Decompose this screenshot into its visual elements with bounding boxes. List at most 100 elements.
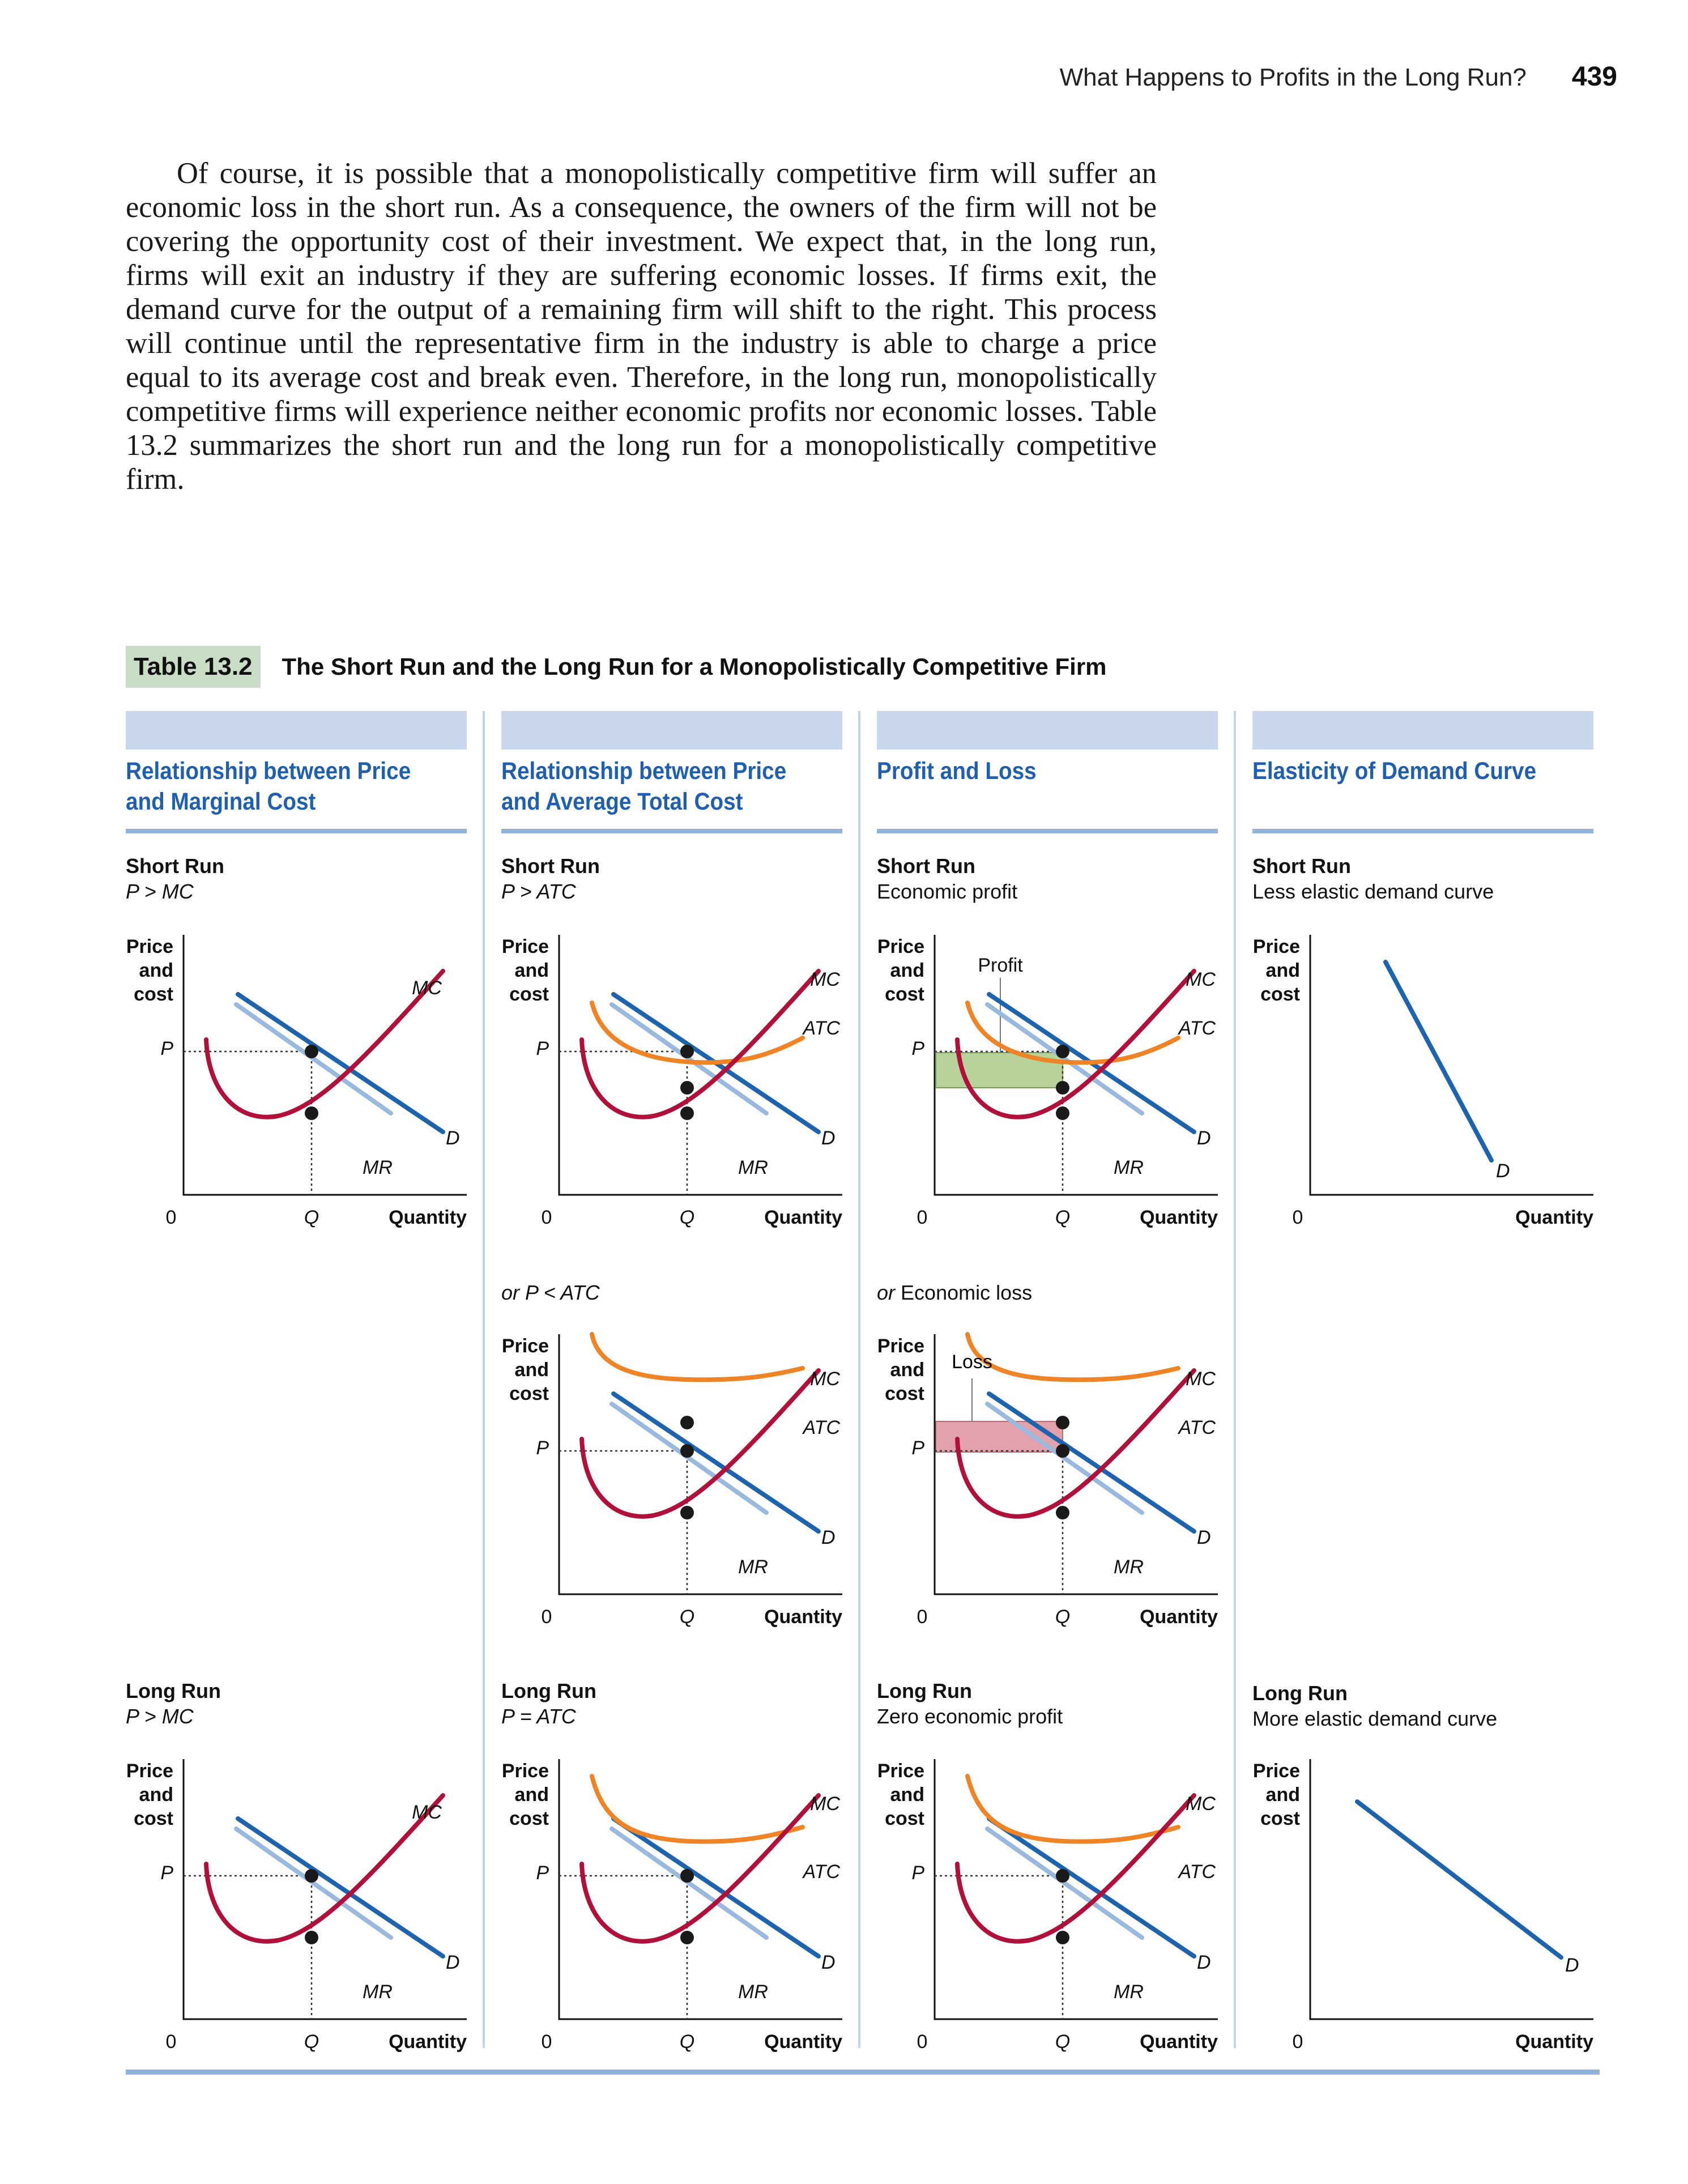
caption-subtitle: P > MC [126,880,194,903]
axes [1309,1759,1593,2020]
quantity-label: Q [1055,1606,1070,1628]
demand-curve [1355,1799,1563,1960]
y-axis-label: Price [1253,936,1300,957]
demand-curve [987,1816,1196,1959]
equilibrium-dot [305,1869,318,1883]
x-axis-label: Quantity [1515,2031,1593,2053]
price-label: P [536,1437,549,1459]
average-total-cost-curve [965,1332,1180,1382]
marginal-revenue-curve [609,1002,769,1116]
x-axis-label: Quantity [1140,2031,1218,2053]
column-rule [501,829,842,833]
equilibrium-dot [1056,1081,1069,1095]
origin-label: 0 [542,2031,552,2053]
equilibrium-dot [1056,1416,1069,1429]
marginal-cost-curve [579,1368,821,1519]
x-axis-label: Quantity [1515,1207,1593,1228]
demand-curve [987,1391,1196,1534]
caption-subtitle: Less elastic demand curve [1252,880,1494,903]
caption-subtitle: More elastic demand curve [1252,1707,1498,1730]
column-band [1252,711,1593,750]
atc-label: ATC [802,1861,841,1883]
quantity-label: Q [680,1207,694,1228]
marginal-cost-curve [204,1793,445,1944]
demand-label: D [821,1127,836,1149]
y-axis-label: cost [509,1383,549,1404]
origin-label: 0 [542,1207,552,1228]
price-label: P [911,1862,924,1884]
marginal-cost-curve [955,1368,1196,1519]
caption-alt: or Economic loss [877,1281,1032,1305]
guide-line [184,1050,313,1195]
demand-curve [236,1816,445,1959]
demand-label: D [446,1952,460,1973]
x-axis-label: Quantity [764,2031,842,2053]
marginal-cost-curve [579,1793,821,1944]
demand-curve [1383,960,1494,1163]
y-axis-label: cost [509,984,549,1005]
y-axis-label: and [890,1784,924,1806]
marginal-revenue-curve [609,1402,769,1515]
marginal-revenue-curve [985,1402,1144,1515]
mr-label: MR [738,1157,768,1178]
demand-label: D [446,1127,460,1149]
caption-subtitle: P = ATC [501,1705,576,1728]
origin-label: 0 [917,2031,928,2053]
y-axis-label: cost [885,1808,924,1829]
average-total-cost-curve [965,1001,1180,1065]
guide-line [184,1875,313,2019]
table-caption: Table 13.2 The Short Run and the Long Ru… [126,646,1107,688]
equilibrium-dot [680,1081,694,1095]
x-axis-label: Quantity [1140,1606,1218,1628]
average-total-cost-curve [590,1332,805,1382]
demand-curve [611,1816,821,1959]
price-label: P [536,1038,549,1059]
x-axis-label: Quantity [1140,1207,1218,1228]
equilibrium-dot [680,1106,694,1120]
mc-label: MC [1186,1368,1216,1390]
y-axis-label: cost [885,984,924,1005]
bottom-rule [126,2070,1600,2075]
caption-title: Short Run [126,854,224,878]
origin-label: 0 [917,1207,928,1228]
equilibrium-dot [680,1045,694,1058]
demand-label: D [821,1527,836,1548]
y-axis-label: Price [877,936,924,957]
equilibrium-dot [1056,1506,1069,1519]
mr-label: MR [1114,1981,1144,2003]
column-rule [126,829,467,833]
average-total-cost-curve [590,1774,805,1844]
price-label: P [911,1437,924,1459]
equilibrium-dot [1056,1444,1069,1458]
column-rule [1252,829,1593,833]
demand-label: D [1197,1952,1211,1973]
column-divider [1234,711,1236,2048]
equilibrium-dot [1056,1106,1069,1120]
origin-label: 0 [542,1606,552,1628]
origin-label: 0 [1293,2031,1303,2053]
running-head: What Happens to Profits in the Long Run?… [1060,61,1617,92]
column-heading-price-atc: Relationship between Price and Average To… [501,757,787,815]
quantity-label: Q [1055,2031,1070,2053]
quantity-label: Q [304,1207,319,1228]
y-axis-label: Price [877,1760,924,1782]
column-heading-profit-loss: Profit and Loss [877,757,1037,785]
equilibrium-dot [1056,1931,1069,1944]
origin-label: 0 [166,2031,177,2053]
atc-label: ATC [1178,1417,1216,1438]
mc-label: MC [1186,1793,1216,1815]
page-number: 439 [1571,62,1617,92]
caption-title: Long Run [126,1679,221,1702]
x-axis-label: Quantity [764,1606,842,1628]
origin-label: 0 [1293,1207,1303,1228]
guide-line [559,1450,688,1594]
column-band [501,711,842,750]
marginal-revenue-curve [234,1827,393,1940]
mr-label: MR [738,1981,768,2003]
marginal-revenue-curve [985,1002,1144,1116]
profit-annotation: Profit [978,955,1023,976]
price-label: P [160,1862,173,1884]
